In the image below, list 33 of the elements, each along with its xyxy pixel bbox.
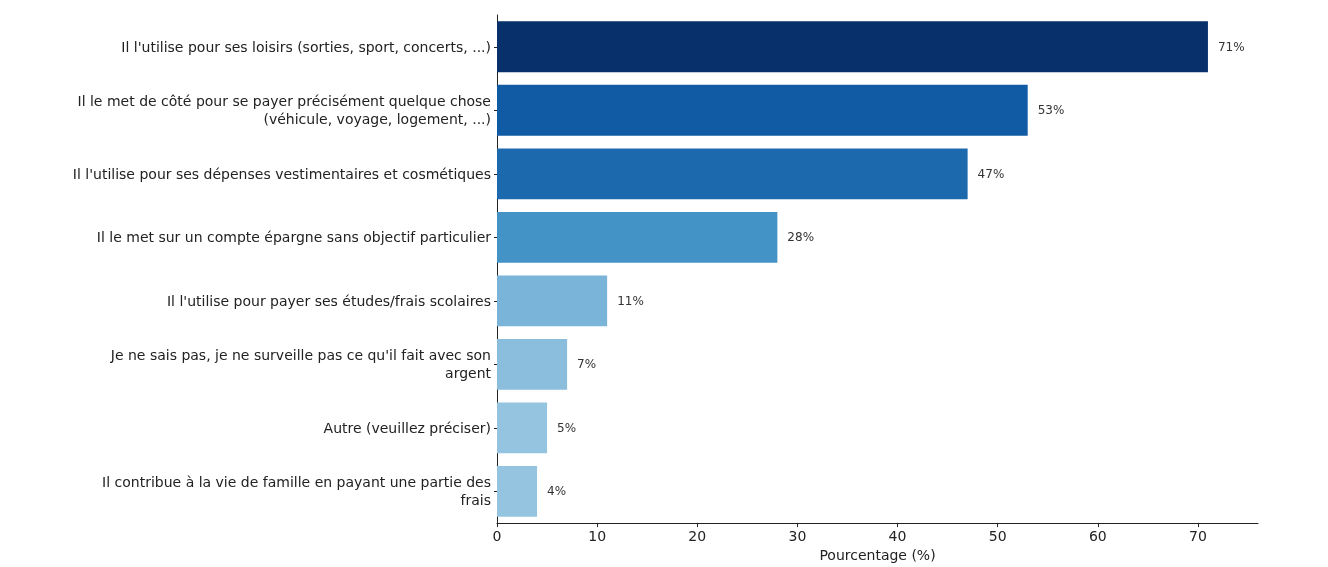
y-tick-label: Il l'utilise pour ses loisirs (sorties, sport, concerts, ...) (121, 38, 491, 55)
y-tick-label: Il l'utilise pour payer ses études/frais scolaires (166, 292, 491, 309)
x-tick-label: 60 (1088, 528, 1107, 545)
data-label: 5% (557, 420, 577, 435)
bar (497, 211, 778, 263)
y-tick-label: Je ne sais pas, je ne surveille pas ce qu'il fait avec son argent (109, 347, 492, 382)
x-tick-label: 30 (788, 528, 807, 545)
x-axis-title: Pourcentage (%) (819, 547, 936, 563)
y-tick-label: Il le met sur un compte épargne sans objectif particulier (96, 229, 492, 246)
y-tick-label: Il l'utilise pour ses dépenses vestimentaires et cosmétiques (72, 165, 491, 182)
bar (497, 148, 968, 200)
data-label: 28% (787, 230, 815, 245)
x-tick-label: 50 (988, 528, 1007, 545)
bar (497, 338, 568, 390)
data-label: 11% (617, 293, 644, 308)
x-tick-label: 0 (492, 528, 502, 545)
bar (497, 275, 608, 327)
y-tick-label: Il contribue à la vie de famille en payant une partie des frais (102, 474, 491, 509)
data-label: 53% (1037, 103, 1065, 118)
x-tick-label: 10 (588, 528, 607, 545)
data-label: 4% (547, 484, 567, 499)
x-tick-label: 40 (888, 528, 907, 545)
bar (497, 402, 548, 454)
bar (497, 21, 1208, 73)
x-tick-label: 20 (688, 528, 707, 545)
x-tick-label: 70 (1189, 528, 1207, 545)
bar (497, 465, 538, 517)
bar (497, 84, 1028, 136)
data-label: 7% (577, 357, 597, 372)
y-tick-label: Autre (veuillez préciser) (323, 419, 491, 436)
y-tick-label: Il le met de côté pour se payer précisément quelque chose (véhicule, voyage, logement, ...) (77, 93, 491, 128)
data-label: 47% (977, 166, 1005, 181)
data-label: 71% (1217, 39, 1245, 54)
